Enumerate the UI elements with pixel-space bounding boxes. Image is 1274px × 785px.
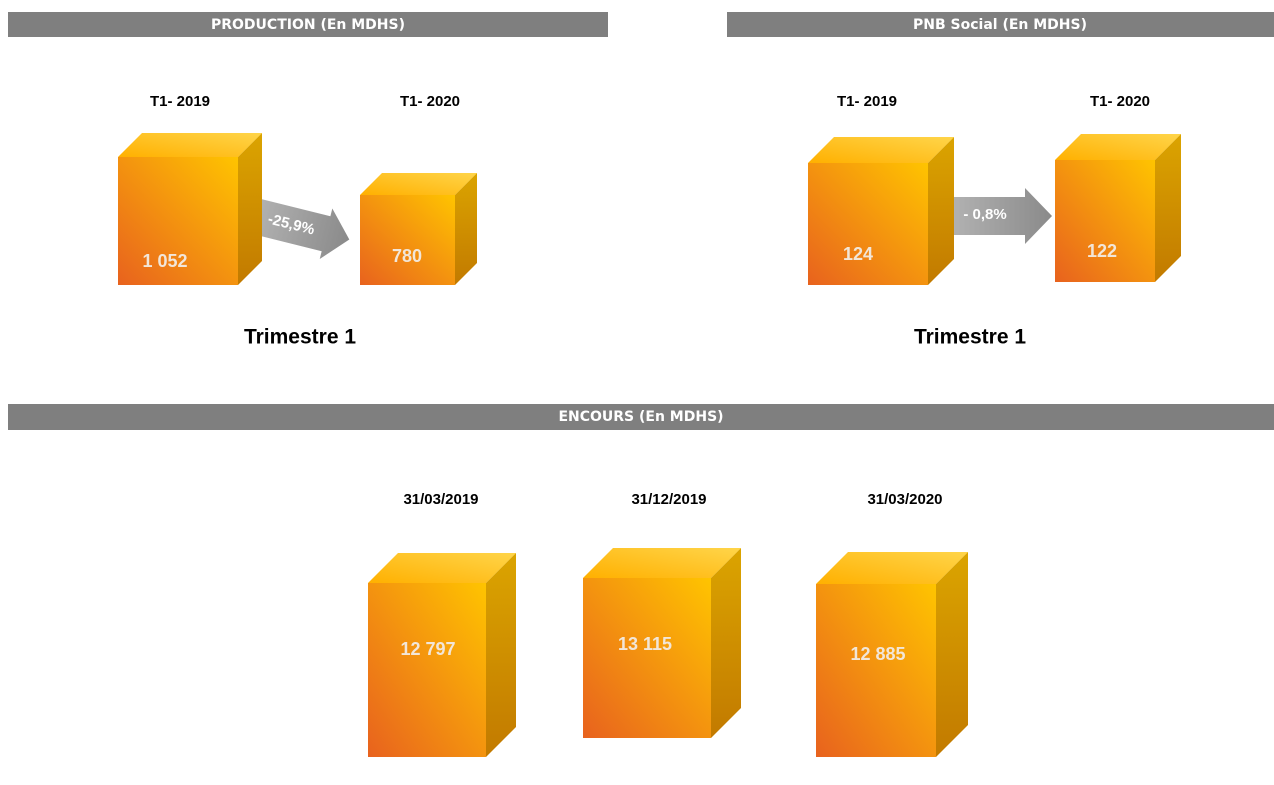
value: 12 885 — [850, 644, 905, 664]
cube-front — [808, 163, 928, 285]
header: PNB Social (En MDHS) — [913, 17, 1087, 33]
value: 124 — [843, 244, 873, 264]
cube-side — [238, 133, 262, 285]
cube-side — [928, 137, 954, 285]
period-label: 31/12/2019 — [631, 491, 706, 508]
header-bar — [8, 12, 608, 37]
cube-front — [360, 195, 455, 285]
cube-side — [936, 552, 968, 757]
change: - 0,8% — [963, 206, 1006, 223]
period-label: T1- 2020 — [400, 93, 460, 110]
period-label: 31/03/2020 — [867, 491, 942, 508]
cube — [118, 133, 262, 285]
cube — [1055, 134, 1181, 282]
cube-top — [360, 173, 477, 195]
cube — [583, 548, 741, 738]
cube-top — [1055, 134, 1181, 160]
cube-front — [583, 578, 711, 738]
cube-top — [118, 133, 262, 157]
cube-top — [368, 553, 516, 583]
period-label: T1- 2019 — [150, 93, 210, 110]
cube-top — [816, 552, 968, 584]
cube-side — [455, 173, 477, 285]
cube-side — [1155, 134, 1181, 282]
value: 12 797 — [400, 639, 455, 659]
cube-front — [368, 583, 486, 757]
cube-front — [1055, 160, 1155, 282]
arrow: -25,9% — [236, 195, 350, 259]
cube — [360, 173, 477, 285]
value: 13 115 — [618, 634, 672, 654]
cube-side — [711, 548, 741, 738]
cube-side — [486, 553, 516, 757]
cube — [816, 552, 968, 757]
header-bar — [727, 12, 1274, 37]
header: PRODUCTION (En MDHS) — [211, 17, 405, 33]
cube — [808, 137, 954, 285]
cube-top — [808, 137, 954, 163]
footer: Trimestre 1 — [244, 326, 356, 349]
period-label: T1- 2019 — [837, 93, 897, 110]
period-label: T1- 2020 — [1090, 93, 1150, 110]
cube-front — [816, 584, 936, 757]
cube-front — [118, 157, 238, 285]
value: 122 — [1087, 241, 1117, 261]
cube — [368, 553, 516, 757]
value: 1 052 — [142, 251, 187, 271]
header-bar — [8, 404, 1274, 430]
footer: Trimestre 1 — [914, 326, 1026, 349]
period-label: 31/03/2019 — [403, 491, 478, 508]
header: ENCOURS (En MDHS) — [558, 409, 723, 425]
cube-top — [583, 548, 741, 578]
value: 780 — [392, 246, 422, 266]
arrow: - 0,8% — [937, 188, 1052, 244]
